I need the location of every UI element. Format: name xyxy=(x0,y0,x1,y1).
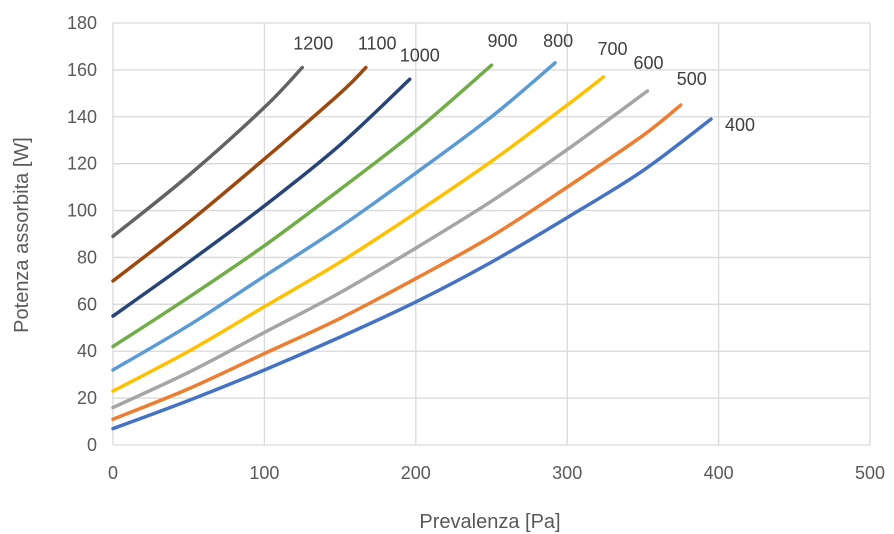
series-label-500: 500 xyxy=(677,69,707,89)
x-tick-label: 400 xyxy=(704,463,734,483)
series-label-800: 800 xyxy=(543,31,573,51)
y-tick-label: 140 xyxy=(67,107,97,127)
series-line-400 xyxy=(111,117,713,431)
series-label-1000: 1000 xyxy=(400,45,440,65)
series-line-600 xyxy=(111,89,650,410)
y-axis-title: Potenza assorbita [W] xyxy=(11,137,33,333)
y-axis-ticks: 0 20 40 60 80 100 120 140 160 180 xyxy=(67,13,97,455)
series-label-1100: 1100 xyxy=(358,34,397,54)
y-tick-label: 120 xyxy=(67,154,97,174)
series-label-400: 400 xyxy=(725,115,755,135)
x-tick-label: 300 xyxy=(552,463,582,483)
series-line-800 xyxy=(111,61,557,372)
x-tick-label: 100 xyxy=(249,463,279,483)
series-line-1200 xyxy=(111,65,304,239)
x-axis-title: Prevalenza [Pa] xyxy=(419,511,560,533)
series-line-1000 xyxy=(111,77,412,318)
y-tick-label: 60 xyxy=(77,294,97,314)
x-tick-label: 500 xyxy=(855,463,885,483)
y-tick-label: 160 xyxy=(67,60,97,80)
series-line-500 xyxy=(111,103,683,421)
series-label-900: 900 xyxy=(488,31,518,51)
y-tick-label: 40 xyxy=(77,341,97,361)
series-line-1100 xyxy=(111,65,368,283)
y-tick-label: 100 xyxy=(67,201,97,221)
x-tick-label: 0 xyxy=(108,463,118,483)
series-lines xyxy=(111,61,713,431)
gridlines xyxy=(112,22,871,446)
y-tick-label: 20 xyxy=(77,388,97,408)
y-tick-label: 0 xyxy=(87,435,97,455)
series-label-1200: 1200 xyxy=(293,34,333,54)
series-label-600: 600 xyxy=(633,53,663,73)
series-line-700 xyxy=(111,75,606,393)
series-line-900 xyxy=(111,63,494,349)
x-tick-label: 200 xyxy=(401,463,431,483)
y-tick-label: 180 xyxy=(67,13,97,33)
x-axis-ticks: 0 100 200 300 400 500 xyxy=(108,463,885,483)
series-label-700: 700 xyxy=(598,39,628,59)
y-tick-label: 80 xyxy=(77,247,97,267)
